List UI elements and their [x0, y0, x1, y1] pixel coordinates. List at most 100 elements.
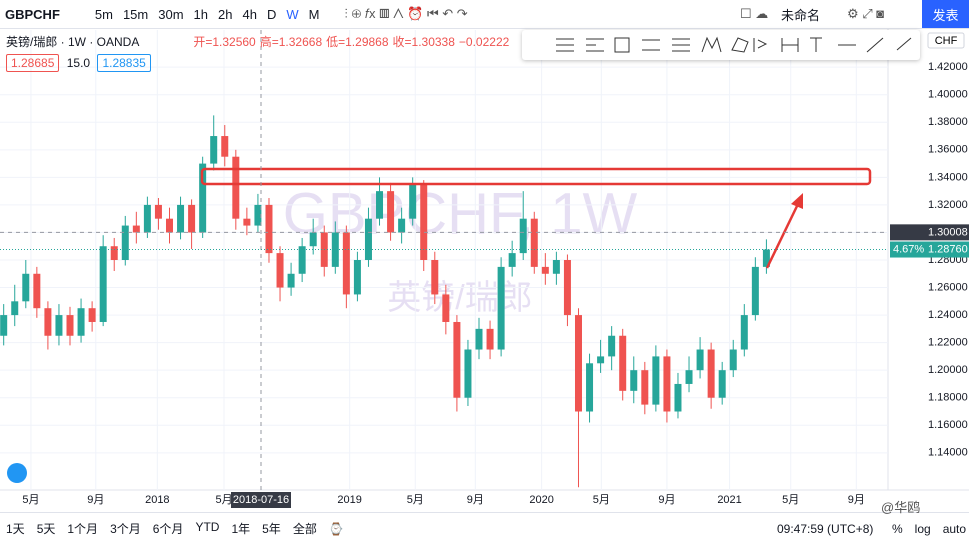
candle-body	[707, 349, 715, 398]
candle-body	[663, 356, 671, 412]
interval[interactable]: 2h	[218, 6, 233, 22]
candle-body	[541, 266, 549, 274]
change: 4.67%	[893, 243, 924, 255]
layout-name[interactable]: 未命名	[781, 7, 821, 23]
candle-body	[508, 253, 516, 267]
interval[interactable]: 30m	[158, 6, 184, 22]
author-watermark: @华鸥	[881, 500, 921, 515]
y-tick-label: 1.36000	[928, 144, 968, 156]
price-scale	[888, 29, 969, 512]
legend: 英镑/瑞郎 · 1W · OANDA 开=1.32560 高=1.32668 低=1.…	[6, 33, 517, 72]
scale-option[interactable]: log	[914, 521, 931, 536]
range[interactable]: 1个月	[67, 522, 99, 536]
interval[interactable]: 15m	[122, 6, 149, 22]
candle-body	[298, 246, 306, 274]
candle-body	[66, 315, 74, 336]
candle-body	[409, 184, 417, 219]
candle-body	[188, 204, 196, 233]
candle-body	[165, 218, 173, 233]
y-tick-label: 1.32000	[928, 199, 968, 211]
candle-body	[276, 253, 284, 288]
candle-body	[431, 260, 439, 295]
x-tick-label: 9月	[658, 494, 675, 506]
candle-body	[453, 321, 461, 398]
currency: CHF	[935, 35, 958, 47]
range[interactable]: 1天	[6, 522, 25, 536]
ohlc-value: −0.02222	[458, 35, 510, 49]
watermark-sub: 英镑/瑞郎	[387, 279, 532, 317]
candle-body	[519, 218, 527, 254]
candle-body	[696, 349, 704, 371]
scale-option[interactable]: %	[892, 521, 903, 536]
bottom-toolbar: 1天 5天 1个月 3个月 6个月 YTD 1年 5年 全部 ⌚ 09:47:59 (UTC+8…	[0, 500, 969, 544]
candle-body	[121, 225, 129, 260]
interval[interactable]: 5m	[94, 6, 113, 22]
candle-body	[210, 136, 218, 164]
candle-body	[177, 204, 185, 233]
range[interactable]: 全部	[292, 522, 317, 536]
candle-body	[619, 335, 627, 391]
x-tick-label: 5月	[215, 494, 232, 506]
x-tick-label: 9月	[467, 494, 484, 506]
last-price: 1.28760	[928, 243, 968, 255]
crosshair-price-box	[890, 224, 969, 241]
interval[interactable]: 4h	[242, 6, 257, 22]
candle-body	[99, 246, 107, 322]
bid: 1.28685	[6, 54, 60, 72]
scale-option[interactable]: auto	[942, 521, 967, 536]
interval[interactable]: M	[308, 6, 320, 22]
x-tick-label: 2018	[145, 494, 169, 506]
candle-body	[331, 232, 339, 267]
x-tick-label: 2021	[717, 494, 741, 506]
candle-body	[630, 370, 638, 391]
x-tick-label: 2020	[529, 494, 553, 506]
candle-body	[199, 163, 207, 233]
candle-body	[751, 266, 759, 316]
candle-body	[398, 218, 406, 233]
range[interactable]: 1年	[231, 522, 251, 536]
last-price-box	[890, 241, 969, 258]
candle-body	[762, 249, 770, 267]
icon-row	[556, 36, 912, 53]
candle-body	[563, 260, 571, 316]
ohlc-value: 高=1.32668	[259, 35, 323, 49]
interval[interactable]: D	[266, 6, 277, 22]
candle-body	[641, 370, 649, 405]
crosshair-date-box	[231, 492, 291, 508]
top-toolbar: GBPCHF 5m 15m 30m 1h 2h 4h D W M ⫶ ⊕ 𝑓x ▥ ⋀ ⏰ ⏮ …	[0, 0, 969, 29]
x-tick-label: 5月	[782, 494, 799, 506]
range[interactable]: 5年	[262, 522, 281, 536]
chart: GBPCHF, 1W 英镑/瑞郎 CHF 1.14000 1.16000 1.180…	[0, 29, 969, 512]
y-tick-label: 1.16000	[928, 419, 968, 431]
compare-icon: ⌚	[328, 521, 344, 536]
y-tick-label: 1.26000	[928, 281, 968, 293]
candle-body	[353, 260, 361, 295]
range[interactable]: YTD	[195, 520, 220, 534]
candle-body	[110, 246, 118, 260]
ask: 1.28835	[97, 54, 151, 72]
ohlc-value: 开=1.32560	[193, 35, 256, 49]
x-tick-label: 2019	[337, 494, 361, 506]
candle-body	[88, 308, 96, 322]
candle-body	[44, 308, 52, 336]
range[interactable]: 3个月	[110, 522, 141, 536]
candle-body	[497, 266, 505, 350]
ohlc-value: 收=1.30338	[392, 35, 455, 49]
range[interactable]: 5天	[36, 522, 56, 536]
candle-body	[597, 356, 605, 364]
interval[interactable]: W	[286, 6, 299, 22]
range[interactable]: 6个月	[152, 522, 184, 536]
y-tick-label: 1.38000	[928, 116, 968, 128]
candle-body	[608, 335, 616, 357]
candle-body	[674, 383, 682, 412]
candle-body	[442, 294, 450, 322]
symbol[interactable]: GBPCHF	[5, 6, 60, 22]
candle-body	[77, 308, 85, 336]
candle-body	[143, 204, 151, 233]
interval[interactable]: 1h	[193, 6, 209, 22]
legend-row: 1.28685 15.0 1.28835	[6, 54, 517, 72]
candle-body	[376, 191, 384, 219]
candle-body	[530, 218, 538, 267]
candle-body	[0, 315, 8, 336]
publish[interactable]: 发表	[922, 0, 969, 28]
